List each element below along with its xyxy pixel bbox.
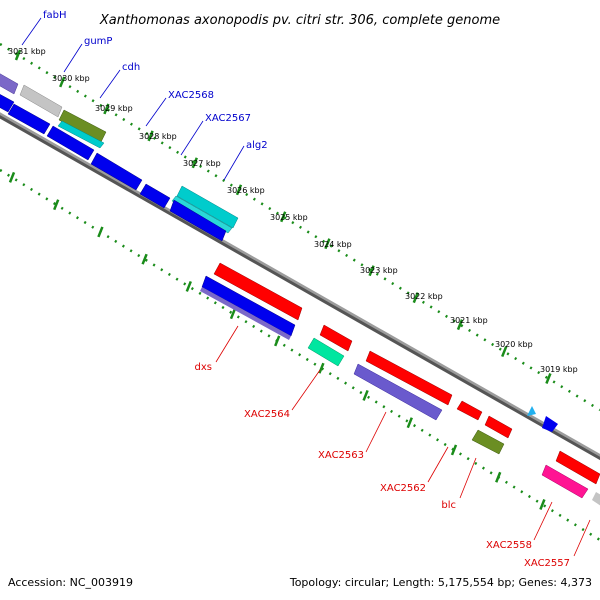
- outer-major-tick: [191, 157, 198, 169]
- inner-major-ticks: [8, 171, 546, 510]
- tick-label-3021: 3021 kbp: [450, 316, 488, 325]
- gene-label-fabH[interactable]: fabH: [43, 10, 67, 21]
- tick-label-3029: 3029 kbp: [95, 104, 133, 113]
- outer-major-tick: [456, 319, 464, 331]
- gene-gumP[interactable]: [19, 84, 63, 118]
- gene-label-XAC2562[interactable]: XAC2562: [380, 483, 426, 494]
- outer-major-tick: [501, 346, 508, 358]
- tick-label-3023: 3023 kbp: [360, 266, 398, 275]
- gene-label-XAC2563[interactable]: XAC2563: [318, 450, 364, 461]
- inner-major-tick: [8, 171, 16, 183]
- accession-text: Accession: NC_003919: [8, 576, 133, 589]
- reverse-strand-genes: [200, 262, 600, 508]
- gene-label-dxs[interactable]: dxs: [195, 362, 212, 373]
- gene-XAC2568-a[interactable]: [0, 90, 15, 113]
- gene-XAC2563-a[interactable]: [365, 350, 453, 406]
- gene-alg2-a[interactable]: [57, 120, 105, 149]
- outer-major-tick: [545, 373, 552, 384]
- gene-XAC2568-c[interactable]: [46, 125, 95, 161]
- gene-XAC2557-b[interactable]: [592, 492, 600, 508]
- gene-label-gumP[interactable]: gumP: [84, 36, 112, 47]
- tick-label-3030: 3030 kbp: [52, 74, 90, 83]
- tick-label-3026: 3026 kbp: [227, 186, 265, 195]
- tick-label-3024: 3024 kbp: [314, 240, 352, 249]
- outer-major-tick: [147, 130, 154, 142]
- gene-XAC2563-b[interactable]: [353, 363, 443, 421]
- outer-major-tick: [412, 292, 419, 304]
- gene-label-XAC2558[interactable]: XAC2558: [486, 540, 532, 551]
- gene-XAC2562-b[interactable]: [484, 415, 513, 439]
- outer-major-tick: [235, 184, 243, 196]
- tick-label-3025: 3025 kbp: [270, 213, 308, 222]
- gene-XAC2567-a[interactable]: [90, 152, 143, 191]
- tick-label-3028: 3028 kbp: [139, 132, 177, 141]
- gene-XAC2562-a[interactable]: [456, 400, 483, 421]
- inner-major-tick: [539, 499, 546, 510]
- gene-label-alg2[interactable]: alg2: [246, 140, 268, 151]
- gene-blc[interactable]: [471, 429, 505, 455]
- inner-major-tick: [406, 417, 413, 429]
- inner-major-tick: [97, 226, 104, 238]
- gene-label-XAC2564[interactable]: XAC2564: [244, 409, 290, 420]
- gene-label-XAC2567[interactable]: XAC2567: [205, 113, 251, 124]
- gene-label-XAC2557[interactable]: XAC2557: [524, 558, 570, 569]
- forward-strand-genes: [0, 68, 558, 432]
- gene-label-XAC2568[interactable]: XAC2568: [168, 90, 214, 101]
- map-title: Xanthomonas axonopodis pv. citri str. 30…: [99, 13, 500, 28]
- inner-major-tick: [450, 444, 458, 456]
- gene-XAC2567-c[interactable]: [169, 199, 227, 242]
- gene-small-cyan[interactable]: [527, 406, 536, 416]
- gene-XAC2564-a[interactable]: [319, 324, 353, 352]
- inner-major-tick: [141, 253, 148, 265]
- gene-XAC2567-b[interactable]: [139, 183, 171, 209]
- gene-XAC2568-b[interactable]: [7, 103, 51, 135]
- gene-dxs-c[interactable]: [200, 287, 291, 340]
- tick-label-3022: 3022 kbp: [405, 292, 443, 301]
- tick-label-3031: 3031 kbp: [8, 47, 46, 56]
- gene-XAC2558[interactable]: [541, 464, 589, 499]
- inner-major-tick: [318, 362, 325, 374]
- gene-alg2-c[interactable]: [171, 195, 233, 234]
- outer-major-tick: [59, 76, 66, 88]
- outer-major-tick: [103, 103, 110, 115]
- inner-major-tick: [185, 280, 192, 292]
- gene-fabH[interactable]: [0, 68, 19, 95]
- gene-label-cdh[interactable]: cdh: [122, 62, 140, 73]
- gene-small-blue[interactable]: [542, 416, 558, 432]
- gene-alg2-b[interactable]: [176, 185, 239, 229]
- inner-tick-track: [0, 168, 600, 542]
- gene-dxs-a[interactable]: [213, 262, 303, 321]
- inner-major-tick: [229, 308, 237, 320]
- tick-label-3020: 3020 kbp: [495, 340, 533, 349]
- outer-major-tick: [368, 265, 375, 277]
- inner-major-tick: [53, 199, 60, 211]
- gene-label-blc[interactable]: blc: [441, 500, 456, 511]
- outer-major-tick: [324, 238, 331, 250]
- inner-major-tick: [274, 335, 281, 347]
- inner-major-tick: [495, 471, 502, 483]
- genome-backbone: [0, 112, 600, 461]
- genome-summary-text: Topology: circular; Length: 5,175,554 bp…: [289, 576, 592, 589]
- tick-labels: 3031 kbp 3030 kbp 3029 kbp 3028 kbp 3027…: [8, 47, 578, 374]
- outer-major-ticks: [14, 49, 552, 384]
- inner-major-tick: [362, 389, 369, 401]
- tick-label-3027: 3027 kbp: [183, 159, 221, 168]
- tick-label-3019: 3019 kbp: [540, 365, 578, 374]
- gene-XAC2557-a[interactable]: [555, 450, 600, 485]
- outer-major-tick: [14, 49, 22, 61]
- gene-XAC2564-b[interactable]: [307, 337, 345, 367]
- reverse-gene-labels: dxs XAC2564 XAC2563 XAC2562 blc XAC2558 …: [195, 325, 591, 569]
- outer-major-tick: [280, 211, 287, 223]
- forward-gene-labels: fabH gumP cdh XAC2568 XAC2567 alg2: [21, 10, 268, 181]
- outer-tick-track: [0, 42, 600, 412]
